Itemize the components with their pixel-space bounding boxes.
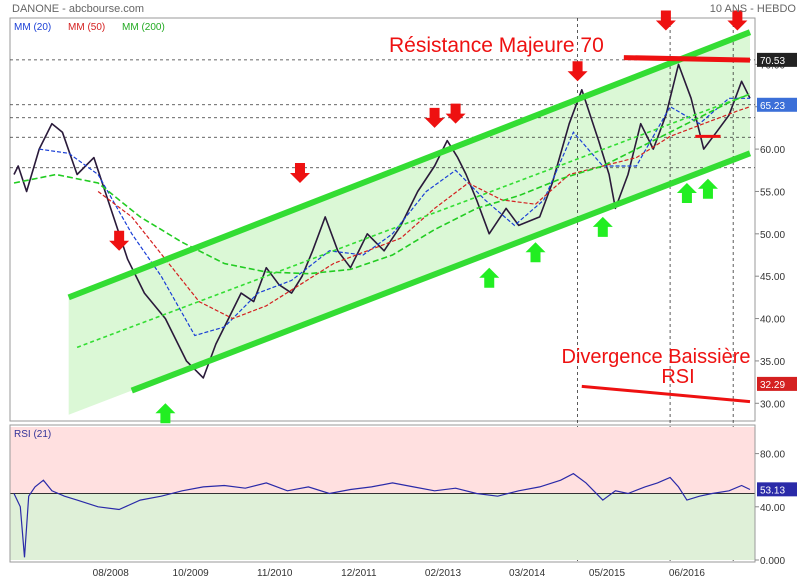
x-tick-label: 03/2014	[509, 568, 546, 579]
price-y-tick-label: 55.00	[760, 187, 785, 198]
moving-average-line-1	[39, 97, 750, 337]
trend-lines	[67, 29, 752, 404]
x-tick-label: 05/2015	[589, 568, 626, 579]
moving-average-line-3	[13, 93, 751, 275]
rsi-band	[10, 427, 755, 494]
red-down-arrow-icon	[109, 230, 130, 251]
rsi-line	[13, 472, 751, 558]
trend-line-mid-channel	[76, 93, 751, 349]
signal-arrows	[109, 10, 748, 424]
event-markers	[577, 18, 734, 562]
green-up-arrow-icon	[592, 216, 613, 237]
moving-average-line-2	[97, 106, 751, 320]
rsi-y-tick-label: 40.00	[760, 503, 785, 514]
price-tag-box	[757, 52, 797, 67]
price-y-tick-label: 60.00	[760, 145, 785, 156]
chart-title: DANONE - abcbourse.com	[12, 3, 144, 15]
rsi-panel	[9, 424, 756, 563]
price-tags: 70.53 65.23 32.29	[757, 52, 797, 391]
green-up-arrow-icon	[479, 267, 500, 288]
x-tick-label: 11/2010	[257, 568, 293, 579]
price-y-axis: 30.0035.0040.0045.0050.0055.0060.0065.00…	[755, 60, 785, 410]
price-close-line	[13, 63, 751, 379]
x-tick-label: 02/2013	[425, 568, 462, 579]
x-tick-label: 12/2011	[341, 568, 377, 579]
price-y-tick-label: 40.00	[760, 315, 785, 326]
rsi-value-tag-box	[757, 482, 797, 497]
price-y-tick-label: 45.00	[760, 272, 785, 283]
price-tag-label: 70.53	[760, 56, 785, 67]
rsi-band	[10, 493, 755, 560]
divergence-annotation-line1: Divergence Baissière	[562, 346, 751, 368]
moving-averages	[13, 93, 751, 337]
x-axis: 08/2008 10/2009 11/2010 12/2011 02/2013 03/20…	[93, 568, 706, 579]
x-tick-label: 08/2008	[93, 568, 130, 579]
legend-mm200: MM (200)	[122, 22, 165, 33]
rsi-y-axis: 0.000 40.00 80.00 53.13	[755, 450, 797, 567]
price-tag-box	[757, 97, 797, 112]
green-up-arrow-icon	[676, 182, 697, 203]
rsi-y-tick-label: 80.00	[760, 450, 785, 461]
price-series	[13, 63, 751, 379]
red-down-arrow-icon	[727, 10, 748, 31]
red-down-arrow-icon	[445, 103, 466, 124]
trend-line-resistance-70	[623, 55, 751, 63]
rsi-series	[13, 472, 751, 558]
green-up-arrow-icon	[525, 242, 546, 263]
x-tick-label: 10/2009	[173, 568, 210, 579]
trend-line-upper-channel	[67, 29, 752, 301]
trend-line-divergence-price	[581, 384, 751, 404]
price-tag-box	[757, 376, 797, 391]
price-tag-label: 32.29	[760, 380, 785, 391]
green-up-arrow-icon	[697, 178, 718, 199]
channel-area	[68, 32, 750, 415]
price-tag-label: 65.23	[760, 101, 785, 112]
green-up-arrow-icon	[155, 403, 176, 424]
red-down-arrow-icon	[289, 162, 310, 183]
red-down-arrow-icon	[655, 10, 676, 31]
chart-interval: 10 ANS - HEBDO	[710, 3, 797, 15]
legend-mm20: MM (20)	[14, 22, 51, 33]
rsi-title: RSI (21)	[14, 429, 51, 440]
red-down-arrow-icon	[567, 61, 588, 82]
resistance-annotation: Résistance Majeure 70	[389, 34, 604, 57]
trend-line-lower-channel	[130, 150, 752, 394]
channel-fill	[68, 32, 750, 415]
red-down-arrow-icon	[424, 107, 445, 128]
rsi-value-tag-label: 53.13	[760, 485, 785, 496]
price-y-tick-label: 35.00	[760, 357, 785, 368]
rsi-bands	[10, 427, 755, 560]
price-y-tick-label: 50.00	[760, 230, 785, 241]
price-y-tick-label: 30.00	[760, 399, 785, 410]
rsi-y-tick-label: 0.000	[760, 556, 785, 567]
divergence-annotation-line2: RSI	[661, 366, 694, 388]
x-tick-label: 06/2016	[669, 568, 706, 579]
legend-mm50: MM (50)	[68, 22, 105, 33]
